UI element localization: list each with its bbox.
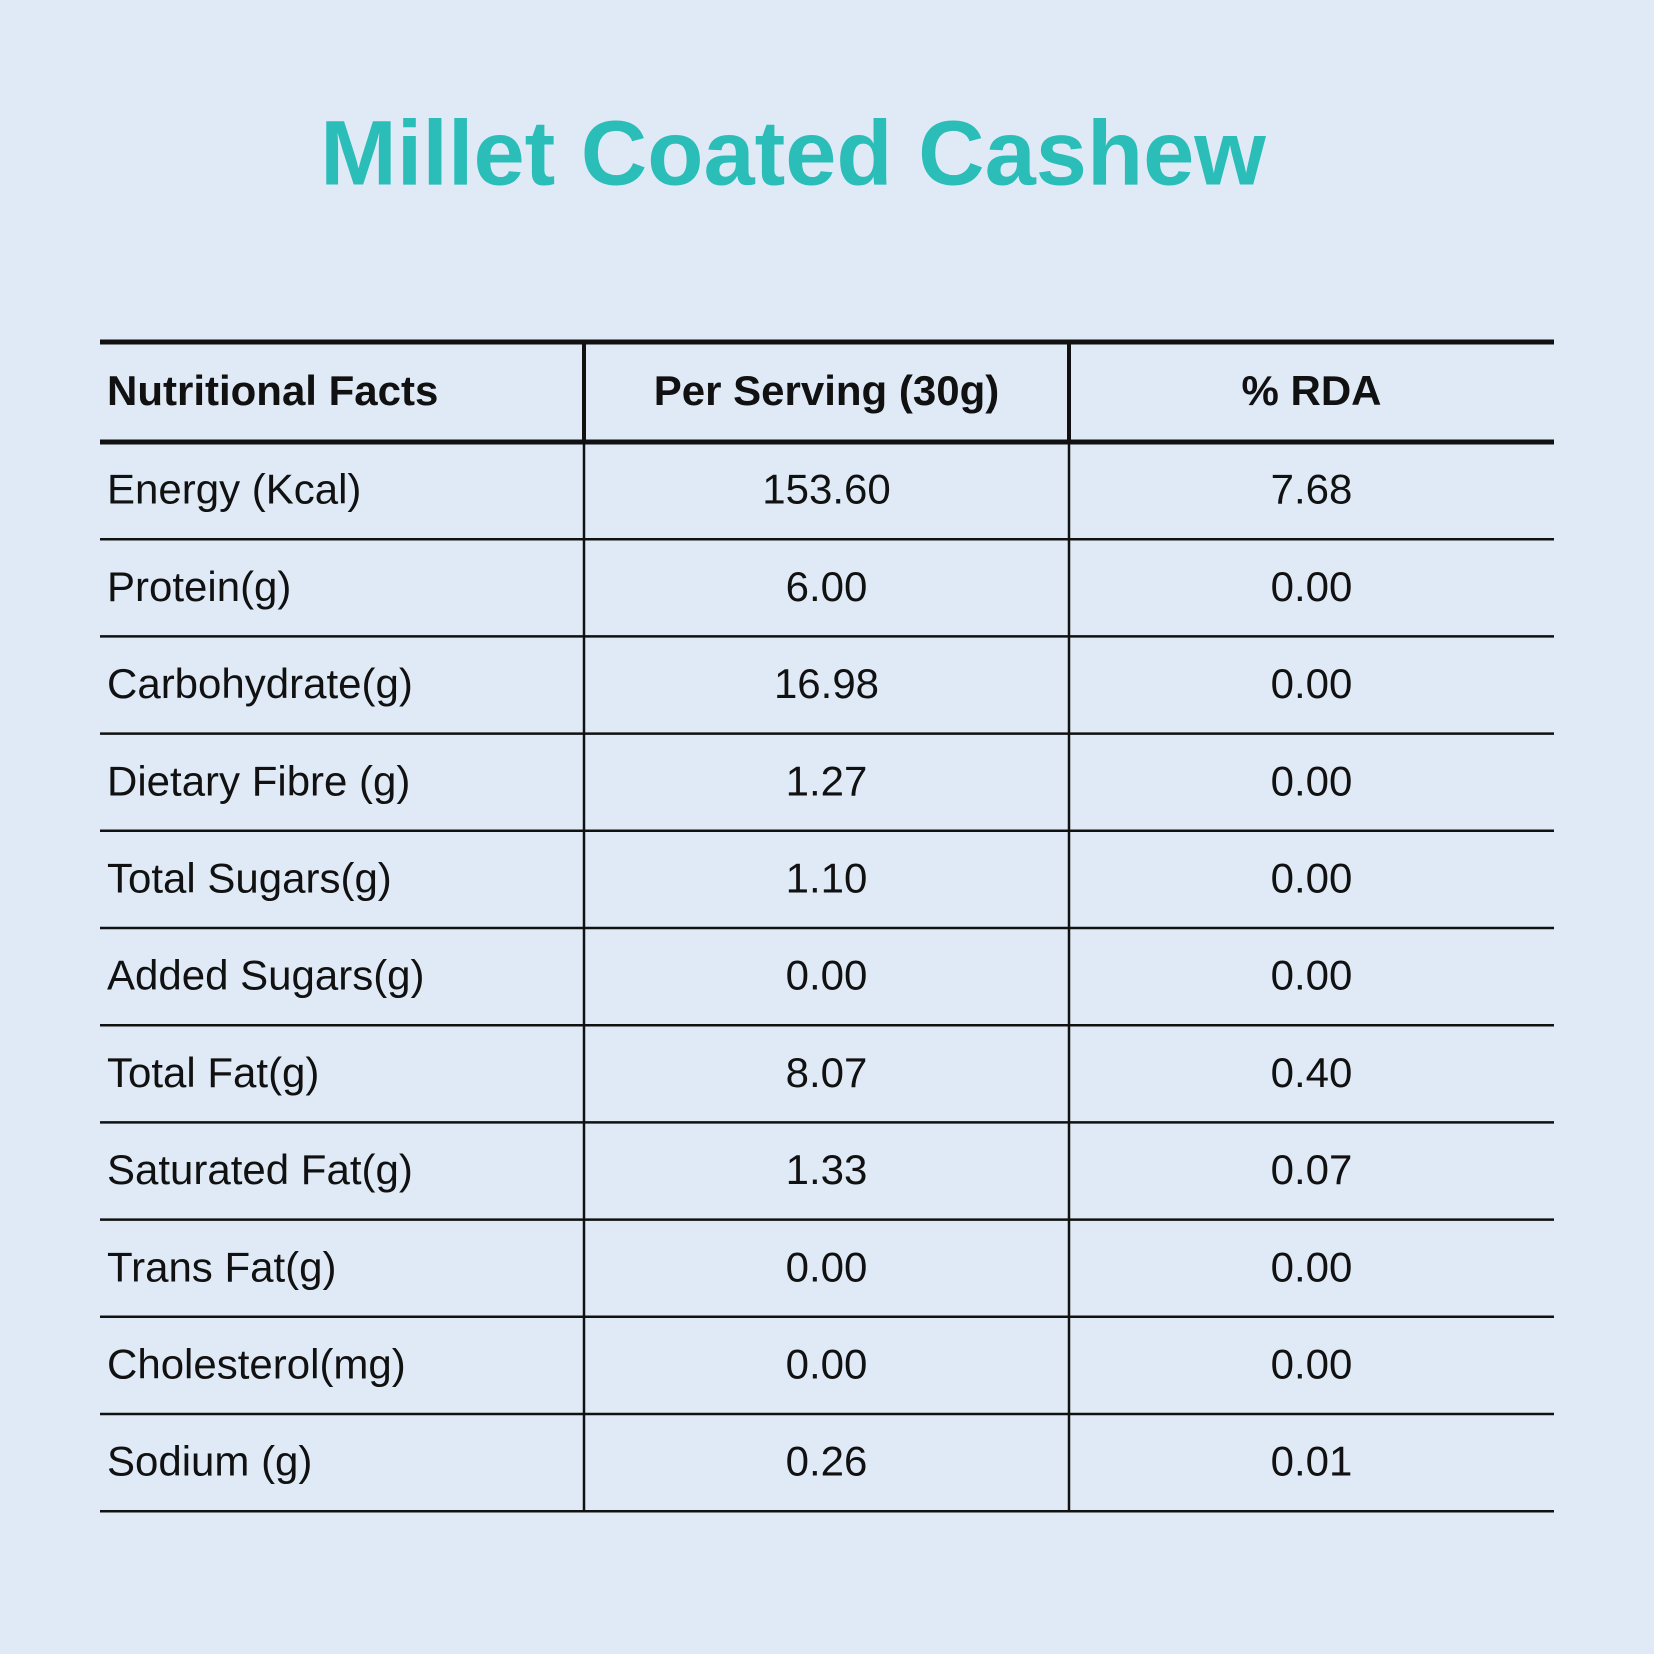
nutrient-value: 16.98 <box>774 660 879 707</box>
nutrient-value: 0.00 <box>1271 952 1353 999</box>
nutrient-value: 1.33 <box>786 1146 868 1193</box>
nutrient-name: Cholesterol(mg) <box>107 1340 406 1387</box>
nutrient-name: Sodium (g) <box>107 1438 312 1485</box>
nutrient-name: Energy (Kcal) <box>107 466 361 513</box>
nutrient-value: 0.00 <box>1271 1243 1353 1290</box>
nutrient-name: Dietary Fibre (g) <box>107 757 410 804</box>
nutrient-value: 7.68 <box>1271 466 1353 513</box>
nutrient-value: 8.07 <box>786 1049 868 1096</box>
nutrient-name: Protein(g) <box>107 563 291 610</box>
nutrient-value: 0.07 <box>1271 1146 1353 1193</box>
nutrient-value: 0.00 <box>786 952 868 999</box>
nutrient-name: Carbohydrate(g) <box>107 660 413 707</box>
nutrient-name: Saturated Fat(g) <box>107 1146 413 1193</box>
nutrient-name: Added Sugars(g) <box>107 952 425 999</box>
nutrient-value: 0.40 <box>1271 1049 1353 1096</box>
nutrient-value: 0.00 <box>1271 563 1353 610</box>
nutrient-value: 153.60 <box>762 466 890 513</box>
nutrient-value: 0.00 <box>1271 757 1353 804</box>
nutrient-value: 1.10 <box>786 854 868 901</box>
nutrient-value: 0.00 <box>1271 660 1353 707</box>
header-cell: Per Serving (30g) <box>654 367 999 414</box>
nutrient-value: 0.00 <box>1271 1340 1353 1387</box>
header-cell: % RDA <box>1241 367 1381 414</box>
nutrient-value: 1.27 <box>786 757 868 804</box>
nutrient-value: 0.26 <box>786 1438 868 1485</box>
nutrient-value: 0.00 <box>786 1340 868 1387</box>
nutrient-name: Total Fat(g) <box>107 1049 319 1096</box>
title: Millet Coated Cashew <box>320 102 1266 204</box>
nutrient-value: 0.01 <box>1271 1438 1353 1485</box>
nutrient-value: 6.00 <box>786 563 868 610</box>
header-cell: Nutritional Facts <box>107 367 438 414</box>
nutrient-name: Total Sugars(g) <box>107 854 392 901</box>
nutrient-name: Trans Fat(g) <box>107 1243 336 1290</box>
nutrient-value: 0.00 <box>1271 854 1353 901</box>
nutrient-value: 0.00 <box>786 1243 868 1290</box>
